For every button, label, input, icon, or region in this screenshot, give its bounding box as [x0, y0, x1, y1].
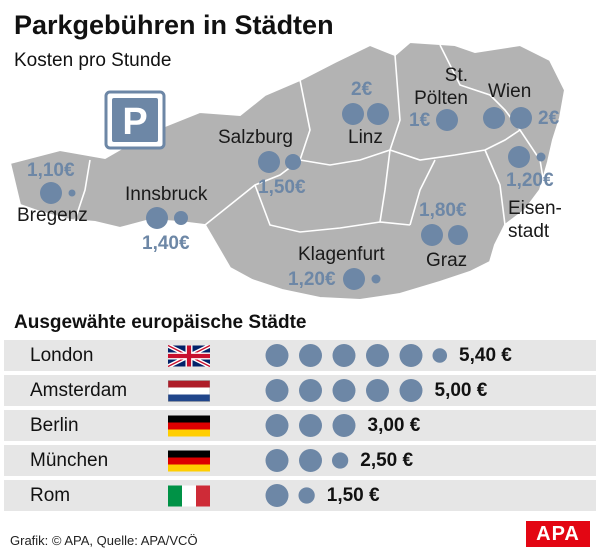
section-title: Ausgewähte europäische Städte: [14, 312, 307, 333]
austria-outline: [8, 40, 567, 302]
graz-dot-1: [421, 224, 443, 246]
stpoelten-dot: [436, 109, 458, 131]
euro-dot: [265, 484, 289, 507]
price-dots: 5,00 €: [262, 375, 562, 406]
source-footer: Grafik: © APA, Quelle: APA/VCÖ: [10, 533, 198, 548]
klagenfurt-dot-small: [371, 274, 381, 284]
germany-flag-icon: [168, 415, 210, 437]
innsbruck-price: 1,40€: [142, 233, 190, 254]
innsbruck-dot-small: [174, 211, 188, 225]
euro-dot: [299, 449, 322, 472]
eisenstadt-dot-large: [508, 146, 530, 168]
price-dots: 3,00 €: [262, 410, 562, 441]
germany-flag-icon: [168, 450, 210, 472]
stpoelten-label: St. Pölten: [414, 65, 468, 109]
wien-price: 2€: [538, 108, 560, 129]
page-title: Parkgebühren in Städten: [14, 10, 334, 40]
price-dots: 1,50 €: [262, 480, 562, 511]
price-dots: 2,50 €: [262, 445, 562, 476]
salzburg-label: Salzburg: [218, 127, 293, 148]
svg-text:P: P: [122, 101, 147, 143]
euro-dot: [299, 379, 322, 402]
fraction-dot: [332, 452, 349, 469]
dot-chart: [265, 344, 448, 367]
bregenz-dot-small: [68, 189, 76, 197]
graz-price: 1,80€: [419, 200, 467, 221]
euro-dot: [265, 449, 289, 472]
euro-dot: [366, 344, 389, 367]
bregenz-dot-large: [40, 182, 62, 204]
klagenfurt-dot-large: [343, 268, 365, 290]
linz-dot-2: [367, 103, 389, 125]
price-label: 5,00 €: [434, 380, 488, 401]
dot-chart: [265, 379, 423, 402]
city-name: Berlin: [30, 415, 79, 436]
state-borders: [74, 44, 546, 233]
dot-chart: [265, 484, 315, 507]
euro-dot: [299, 344, 322, 367]
price-label: 3,00 €: [367, 415, 421, 436]
city-name: München: [30, 450, 109, 471]
wien-dot-1: [483, 107, 505, 129]
wien-label: Wien: [488, 81, 532, 102]
price-label: 1,50 €: [326, 485, 380, 506]
table-row-london: London 5,40 €: [4, 340, 596, 371]
apa-logo: APA: [526, 521, 590, 547]
parking-sign: P: [104, 90, 166, 150]
euro-dot: [399, 379, 423, 402]
innsbruck-label: Innsbruck: [125, 184, 208, 205]
euro-dot: [399, 344, 423, 367]
price-label: 2,50 €: [360, 450, 414, 471]
city-name: Rom: [30, 485, 71, 506]
page-subtitle: Kosten pro Stunde: [14, 50, 172, 71]
eisenstadt-label: Eisen- stadt: [508, 198, 562, 242]
eisenstadt-dot-small: [536, 152, 546, 162]
euro-dot: [366, 379, 389, 402]
graz-dot-2: [448, 225, 468, 245]
table-row-rom: Rom 1,50 €: [4, 480, 596, 511]
salzburg-dot-small: [285, 154, 301, 170]
fraction-dot: [298, 487, 315, 504]
austria-map: P: [8, 40, 567, 302]
fraction-dot: [432, 348, 448, 363]
euro-dot: [332, 414, 356, 437]
city-dots: [40, 103, 546, 290]
salzburg-dot-large: [258, 151, 280, 173]
euro-dot: [332, 344, 356, 367]
bregenz-label: Bregenz: [17, 205, 88, 226]
table-row-amsterdam: Amsterdam 5,00 €: [4, 375, 596, 406]
graz-label: Graz: [426, 250, 468, 271]
dot-chart: [265, 414, 356, 437]
netherlands-flag-icon: [168, 380, 210, 402]
price-label: 5,40 €: [459, 345, 512, 366]
city-name: Amsterdam: [30, 380, 128, 401]
italy-flag-icon: [168, 485, 210, 507]
eisenstadt-price: 1,20€: [506, 170, 554, 191]
table-row-muenchen: München 2,50 €: [4, 445, 596, 476]
salzburg-price: 1,50€: [258, 177, 306, 198]
innsbruck-dot-large: [146, 207, 168, 229]
euro-dot: [299, 414, 322, 437]
stpoelten-price: 1€: [409, 110, 431, 131]
table-row-berlin: Berlin 3,00 €: [4, 410, 596, 441]
city-name: London: [30, 345, 94, 366]
linz-label: Linz: [348, 127, 383, 148]
klagenfurt-price: 1,20€: [288, 269, 336, 290]
price-dots: 5,40 €: [262, 340, 562, 371]
dot-chart: [265, 449, 349, 472]
euro-dot: [265, 344, 289, 367]
euro-dot: [265, 379, 289, 402]
linz-price: 2€: [351, 79, 373, 100]
linz-dot-1: [342, 103, 364, 125]
bregenz-price: 1,10€: [27, 160, 75, 181]
euro-dot: [265, 414, 289, 437]
uk-flag-icon: [168, 345, 210, 367]
klagenfurt-label: Klagenfurt: [298, 244, 385, 265]
wien-dot-2: [510, 107, 532, 129]
euro-dot: [332, 379, 356, 402]
